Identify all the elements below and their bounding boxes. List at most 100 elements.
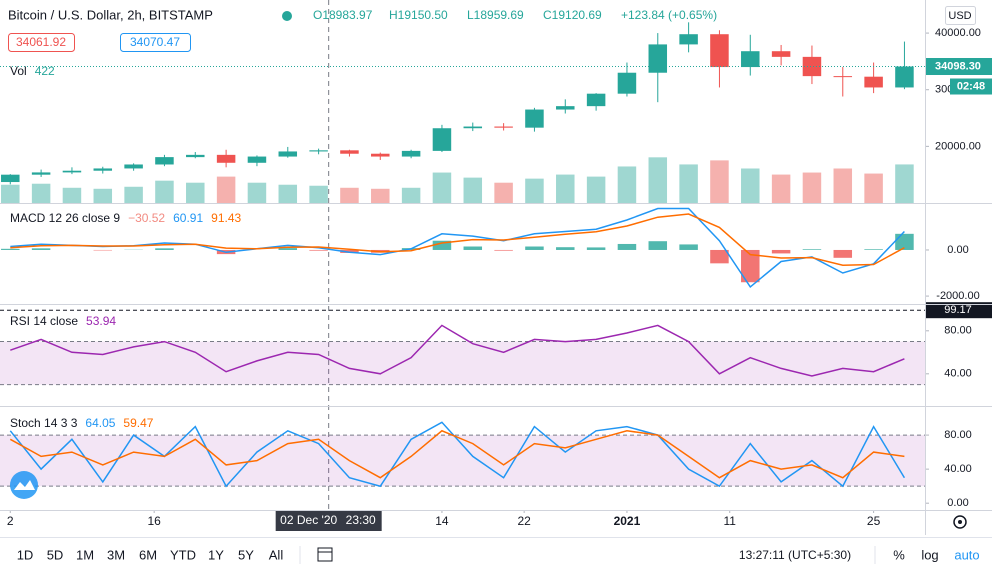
volume-bar xyxy=(895,164,914,203)
candle-body xyxy=(463,126,483,129)
pane-legend-name: Vol xyxy=(10,64,27,78)
last-price: 34098.30 xyxy=(935,60,981,72)
volume-bar xyxy=(802,172,822,203)
volume-bar xyxy=(833,168,853,203)
candle-body xyxy=(617,72,637,94)
volume-bar xyxy=(62,187,82,203)
pane-legend-value: 64.05 xyxy=(85,416,115,430)
candle-body xyxy=(247,156,267,163)
pane-legend-value: 60.91 xyxy=(173,211,203,225)
candle-body xyxy=(586,93,606,107)
volume-bar xyxy=(741,168,760,203)
candle-body xyxy=(31,172,51,175)
candle-body xyxy=(494,126,513,128)
clock[interactable]: 13:27:11 (UTC+5:30) xyxy=(739,548,851,562)
logo-icon xyxy=(14,480,35,490)
toolbar: 1D 5D 1M 3M 6M YTD 1Y 5Y All xyxy=(17,547,284,562)
y-tick-label: 40000.00 xyxy=(935,27,981,39)
sell-price[interactable]: 34061.92 xyxy=(16,35,66,49)
volume-bar xyxy=(556,174,575,203)
volume-bar xyxy=(525,178,544,203)
histogram-bar xyxy=(802,249,822,250)
range-button[interactable]: 1M xyxy=(76,547,94,562)
pane-legend-value: 422 xyxy=(35,64,55,78)
range-button[interactable]: 5Y xyxy=(238,547,254,562)
indicator-line xyxy=(9,421,906,488)
x-tick-label: 14 xyxy=(435,514,449,528)
histogram-bar xyxy=(309,249,328,251)
indicator-line xyxy=(9,429,905,479)
crosshair-label-box xyxy=(275,511,382,531)
histogram-bar xyxy=(31,248,51,250)
volume-bar xyxy=(371,188,390,203)
range-button[interactable]: 3M xyxy=(107,547,125,562)
y-tick-label: 20000.00 xyxy=(935,140,981,152)
range-button[interactable]: 1D xyxy=(17,547,34,562)
histogram-bar xyxy=(556,247,575,250)
histogram-bar xyxy=(895,233,914,250)
percent-toggle[interactable]: % xyxy=(893,547,905,562)
candle-body xyxy=(155,157,174,165)
y-tick-label: 40.00 xyxy=(944,463,972,475)
y-tick-label: 80.00 xyxy=(944,429,972,441)
ohlc-low: L18959.69 xyxy=(467,8,524,22)
sell-button[interactable] xyxy=(8,33,75,52)
buy-button[interactable] xyxy=(120,33,191,52)
buy-price[interactable]: 34070.47 xyxy=(130,35,180,49)
candle-body xyxy=(1,174,20,183)
histogram-bar xyxy=(864,249,883,250)
histogram-bar xyxy=(679,244,698,250)
crosshair-date: 02 Dec '20 xyxy=(280,513,337,527)
calendar-icon[interactable] xyxy=(317,547,333,562)
candle-body xyxy=(679,34,698,45)
pane-legend-name: RSI 14 close xyxy=(10,314,78,328)
volume-bar xyxy=(463,177,483,203)
volume-bar xyxy=(864,173,883,203)
volume-bar xyxy=(710,160,729,203)
x-tick-label: 22 xyxy=(517,514,531,528)
candle-body xyxy=(833,76,853,78)
countdown-box xyxy=(950,78,992,95)
volume-bar xyxy=(1,184,20,203)
range-button[interactable]: All xyxy=(269,547,284,562)
histogram-bar xyxy=(525,246,544,250)
range-button[interactable]: YTD xyxy=(170,547,196,562)
max-label: 99.17 xyxy=(944,304,972,316)
histogram-bar xyxy=(648,241,668,250)
pane-legend-value: 53.94 xyxy=(86,314,116,328)
volume-bar xyxy=(93,188,113,203)
range-button[interactable]: 6M xyxy=(139,547,157,562)
ohlc-open: O18983.97 xyxy=(313,8,373,22)
range-button[interactable]: 5D xyxy=(47,547,64,562)
volume-bar xyxy=(278,184,298,203)
y-tick-label: 80.00 xyxy=(944,325,972,337)
auto-toggle[interactable]: auto xyxy=(954,547,979,562)
histogram-bar xyxy=(340,249,359,253)
volume-bar xyxy=(617,166,637,203)
candle-body xyxy=(525,109,544,128)
histogram-bar xyxy=(494,249,513,251)
log-toggle[interactable]: log xyxy=(921,547,938,562)
volume-bar xyxy=(586,176,606,203)
logo[interactable] xyxy=(10,471,38,499)
currency[interactable]: USD xyxy=(948,10,971,22)
x-tick-label: 2 xyxy=(7,514,14,528)
candle-body xyxy=(371,153,390,157)
band-fill xyxy=(0,435,925,487)
volume-bar xyxy=(186,182,205,203)
candle-body xyxy=(309,150,328,152)
candle-body xyxy=(93,168,113,171)
last-price-box xyxy=(926,58,992,76)
candle-body xyxy=(216,154,236,163)
volume-bar xyxy=(401,187,421,203)
symbol-title: Bitcoin / U.S. Dollar, 2h, BITSTAMP xyxy=(8,7,213,22)
pane-legend-name: Stoch 14 3 3 xyxy=(10,416,78,430)
ohlc-close: C19120.69 xyxy=(543,8,602,22)
indicator-line xyxy=(10,207,905,289)
range-button[interactable]: 1Y xyxy=(208,547,224,562)
currency-box[interactable] xyxy=(945,6,976,25)
settings-icon[interactable] xyxy=(953,515,967,529)
